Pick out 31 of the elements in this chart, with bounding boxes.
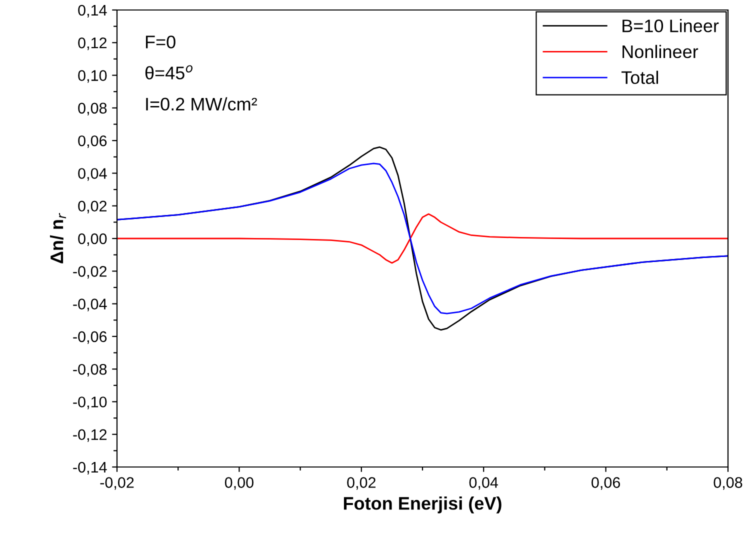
y-tick-label: 0,02 <box>78 200 107 214</box>
y-tick-label: -0,04 <box>73 298 107 312</box>
x-tick-label: -0,02 <box>100 477 134 490</box>
x-axis-title: Foton Enerjisi (eV) <box>344 496 502 514</box>
line-series <box>117 213 728 264</box>
x-tick-label: 0,06 <box>592 477 620 490</box>
y-tick-label: 0,12 <box>78 38 107 50</box>
y-tick-label: -0,06 <box>73 331 107 344</box>
annotation: I=0.2 MW/cm² <box>146 97 258 111</box>
y-tick-label: 0,06 <box>78 135 107 148</box>
legend-label: Nonlineer <box>622 44 698 58</box>
x-tick-label: 0,00 <box>224 477 254 490</box>
legend-label: B=10 Lineer <box>622 19 719 32</box>
line-series <box>117 162 728 314</box>
y-tick-label: 0,14 <box>78 4 107 18</box>
y-tick-label: 0,00 <box>78 233 107 246</box>
y-axis-title: Δn/ n$_{r}$ <box>50 212 66 264</box>
annotation: θ=45$^{o}$ <box>145 65 192 80</box>
y-tick-label: -0,12 <box>73 429 107 442</box>
x-tick-label: 0,02 <box>347 477 376 490</box>
y-tick-label: -0,02 <box>73 266 107 279</box>
y-tick-label: -0,08 <box>73 364 107 377</box>
annotation: F=0 <box>146 36 176 48</box>
x-tick-label: 0,08 <box>714 477 742 490</box>
y-tick-label: 0,04 <box>78 168 107 181</box>
y-tick-label: -0,10 <box>73 396 107 410</box>
y-tick-label: 0,08 <box>78 102 107 116</box>
y-tick-label: -0,14 <box>73 462 107 474</box>
y-tick-label: 0,10 <box>78 70 107 83</box>
x-tick-label: 0,04 <box>469 477 498 490</box>
legend-label: Total <box>622 70 658 84</box>
